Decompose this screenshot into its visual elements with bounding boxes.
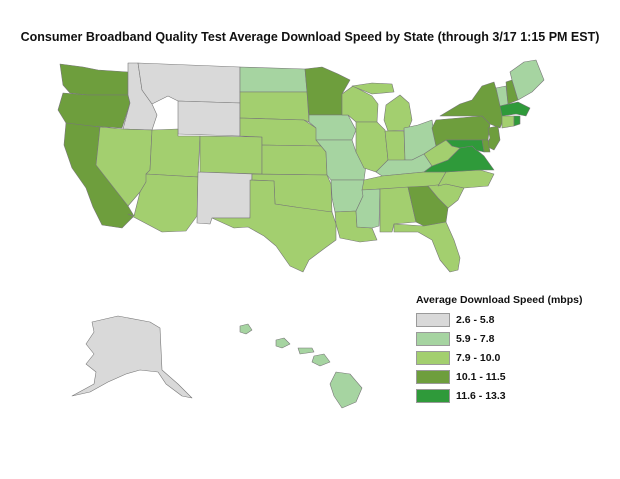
- state-ks[interactable]: [261, 144, 328, 176]
- state-nm[interactable]: [196, 171, 253, 225]
- legend-title: Average Download Speed (mbps): [416, 294, 583, 306]
- state-co[interactable]: [199, 135, 263, 175]
- state-mi-upper[interactable]: [351, 82, 395, 95]
- state-mt[interactable]: [137, 62, 241, 105]
- state-md[interactable]: [445, 139, 485, 153]
- legend-swatch: [416, 370, 450, 384]
- legend-label: 11.6 - 13.3: [456, 390, 506, 402]
- legend-label: 2.6 - 5.8: [456, 314, 495, 326]
- state-tx[interactable]: [211, 179, 337, 273]
- legend-label: 10.1 - 11.5: [456, 371, 506, 383]
- legend-item: 5.9 - 7.8: [416, 330, 616, 348]
- legend-item: 2.6 - 5.8: [416, 311, 616, 329]
- legend-swatch: [416, 313, 450, 327]
- state-or[interactable]: [57, 92, 131, 129]
- state-hi-big-island[interactable]: [329, 371, 363, 409]
- state-me[interactable]: [509, 59, 545, 101]
- legend-label: 7.9 - 10.0: [456, 352, 501, 364]
- map-title: Consumer Broadband Quality Test Average …: [20, 30, 600, 44]
- state-wy[interactable]: [177, 100, 241, 137]
- state-hi-molokai[interactable]: [297, 347, 315, 355]
- state-ut[interactable]: [145, 128, 201, 178]
- state-ia[interactable]: [308, 114, 357, 141]
- state-mi[interactable]: [383, 94, 413, 132]
- legend: Average Download Speed (mbps) 2.6 - 5.8 …: [416, 294, 616, 406]
- state-nd[interactable]: [239, 66, 308, 93]
- state-in[interactable]: [384, 130, 406, 163]
- state-sd[interactable]: [239, 91, 310, 123]
- legend-item: 7.9 - 10.0: [416, 349, 616, 367]
- state-ct[interactable]: [501, 115, 515, 129]
- state-ak[interactable]: [71, 315, 193, 399]
- state-hi-kauai[interactable]: [239, 323, 253, 335]
- legend-item: 11.6 - 13.3: [416, 387, 616, 405]
- state-fl[interactable]: [393, 221, 461, 273]
- state-nj[interactable]: [485, 125, 501, 151]
- state-wa[interactable]: [59, 63, 129, 96]
- legend-swatch: [416, 389, 450, 403]
- legend-item: 10.1 - 11.5: [416, 368, 616, 386]
- state-hi-oahu[interactable]: [275, 337, 291, 349]
- state-ri[interactable]: [513, 115, 521, 127]
- legend-label: 5.9 - 7.8: [456, 333, 495, 345]
- legend-swatch: [416, 332, 450, 346]
- state-hi-maui[interactable]: [311, 353, 331, 367]
- legend-swatch: [416, 351, 450, 365]
